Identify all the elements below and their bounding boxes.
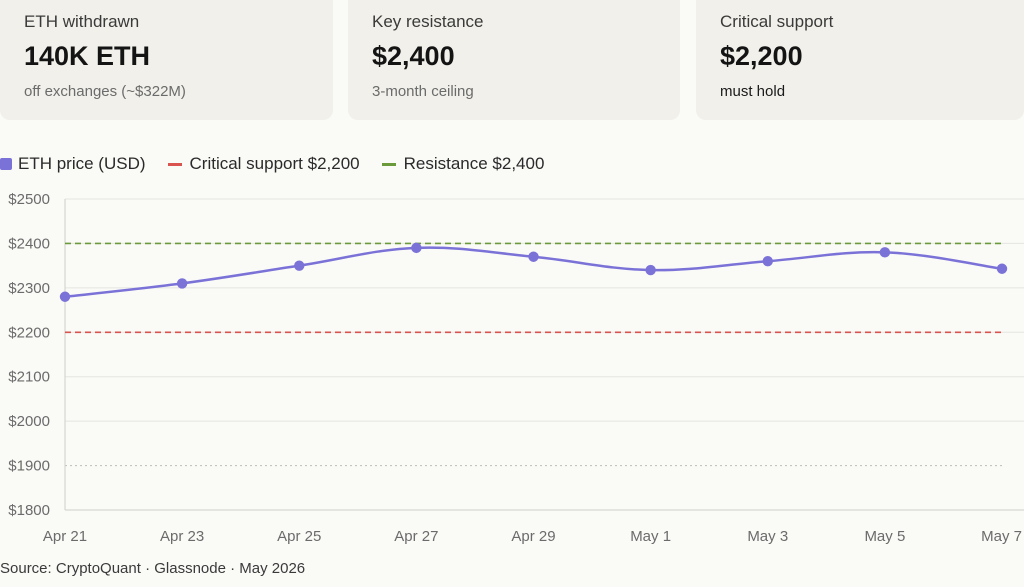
legend-item-resistance: Resistance $2,400 xyxy=(381,154,545,174)
legend-swatch-price xyxy=(0,158,12,170)
stat-value: $2,200 xyxy=(720,41,803,71)
x-tick-label: Apr 27 xyxy=(394,528,438,545)
stat-card-critical-support: Critical support $2,200 must hold xyxy=(696,0,1024,120)
legend-swatch-support xyxy=(167,162,182,166)
stat-label: Key resistance xyxy=(372,12,484,31)
stat-sub: off exchanges (~$322M) xyxy=(24,83,186,100)
stat-value: $2,400 xyxy=(372,41,455,71)
stat-sub: 3-month ceiling xyxy=(372,83,474,100)
stat-value: 140K ETH xyxy=(24,41,151,71)
price-point xyxy=(528,251,539,262)
y-tick-label: $2100 xyxy=(8,369,50,386)
price-point xyxy=(762,256,773,267)
y-tick-label: $2200 xyxy=(8,324,50,341)
y-tick-label: $2300 xyxy=(8,280,50,297)
stat-card-eth-withdrawn: ETH withdrawn 140K ETH off exchanges (~$… xyxy=(0,0,333,120)
price-point xyxy=(996,263,1008,274)
stat-card-key-resistance: Key resistance $2,400 3-month ceiling xyxy=(348,0,680,120)
legend-label-price: ETH price (USD) xyxy=(18,154,146,173)
x-tick-label: May 3 xyxy=(747,528,788,545)
price-point xyxy=(879,247,891,258)
legend-label-resistance: Resistance $2,400 xyxy=(403,154,545,173)
y-tick-label: $1900 xyxy=(8,458,50,475)
price-point xyxy=(59,291,71,302)
y-tick-label: $1800 xyxy=(8,502,50,519)
price-point xyxy=(645,264,656,276)
stat-cards: ETH withdrawn 140K ETH off exchanges (~$… xyxy=(0,0,1024,120)
x-tick-label: May 1 xyxy=(630,528,671,545)
source-note: Source: CryptoQuant · Glassnode · May 20… xyxy=(0,560,306,577)
x-tick-label: May 7 xyxy=(981,528,1022,545)
x-tick-label: Apr 23 xyxy=(160,528,204,545)
price-point xyxy=(176,278,188,289)
x-tick-label: May 5 xyxy=(864,528,905,545)
legend-swatch-resistance xyxy=(381,162,396,166)
y-tick-label: $2000 xyxy=(8,413,50,430)
price-point xyxy=(294,260,305,271)
stat-label: Critical support xyxy=(720,12,834,31)
legend-item-price: ETH price (USD) xyxy=(0,154,146,174)
x-tick-label: Apr 29 xyxy=(511,528,555,545)
x-tick-label: Apr 21 xyxy=(43,528,87,545)
chart-legend: ETH price (USD) Critical support $2,200 … xyxy=(0,152,566,176)
x-tick-label: Apr 25 xyxy=(277,528,321,545)
y-tick-label: $2400 xyxy=(8,235,50,252)
legend-label-support: Critical support $2,200 xyxy=(189,154,360,173)
legend-item-support: Critical support $2,200 xyxy=(167,154,360,174)
stat-label: ETH withdrawn xyxy=(24,12,140,31)
y-tick-label: $2500 xyxy=(8,191,50,208)
price-point xyxy=(411,242,422,254)
price-line-chart: $2500 $2400 $2300 $2200 $2100 $2000 $1900 $1800… xyxy=(8,191,1024,545)
stat-sub: must hold xyxy=(720,83,786,100)
